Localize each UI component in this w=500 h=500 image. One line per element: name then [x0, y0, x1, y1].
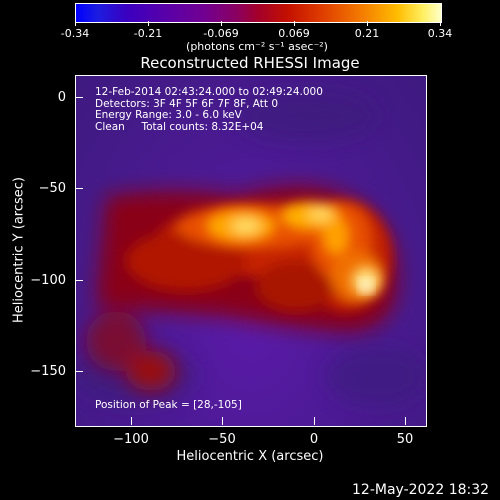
- colorbar-tick: [367, 21, 368, 26]
- time-range-text: 12-Feb-2014 02:43:24.000 to 02:49:24.000: [95, 86, 323, 98]
- colorbar-tick-label: -0.21: [133, 27, 163, 40]
- x-axis-tick: [405, 417, 406, 425]
- flare-emission-image: [76, 91, 426, 406]
- x-axis-tick: [314, 417, 315, 425]
- y-tick-label: 0: [57, 90, 66, 105]
- colorbar-tick-label: -0.069: [203, 27, 239, 40]
- colorbar: [75, 3, 442, 23]
- colorbar-tick-label: 0.069: [278, 27, 310, 40]
- peak-position-text: Position of Peak = [28,-105]: [95, 399, 242, 411]
- colorbar-units: (photons cm⁻² s⁻¹ asec⁻²): [186, 40, 328, 53]
- algorithm-counts-text: Clean Total counts: 8.32E+04: [95, 120, 264, 133]
- x-tick-label: −50: [208, 432, 236, 447]
- x-tick-label: 0: [309, 432, 319, 447]
- solar-image: [75, 75, 427, 427]
- detectors-text: Detectors: 3F 4F 5F 6F 7F 8F, Att 0: [95, 97, 279, 110]
- colorbar-tick-label: 0.21: [354, 27, 380, 40]
- x-tick-label: 50: [396, 432, 414, 447]
- y-tick-label: −50: [38, 181, 66, 196]
- y-axis-tick: [75, 280, 83, 281]
- y-tick-label: −150: [30, 364, 66, 379]
- energy-range-text: Energy Range: 3.0 - 6.0 keV: [95, 109, 242, 121]
- x-tick-label: −100: [113, 432, 149, 447]
- timestamp: 12-May-2022 18:32: [352, 482, 490, 498]
- y-axis-tick: [75, 371, 83, 372]
- y-tick-label: −100: [30, 273, 66, 288]
- y-axis-tick: [75, 188, 83, 189]
- plot-title: Reconstructed RHESSI Image: [140, 54, 360, 72]
- colorbar-tick-label: -0.34: [60, 27, 90, 40]
- y-axis-tick: [75, 97, 83, 98]
- x-axis-tick: [131, 417, 132, 425]
- x-axis-tick: [222, 417, 223, 425]
- observation-info: 12-Feb-2014 02:43:24.000 to 02:49:24.000…: [95, 86, 323, 133]
- x-axis-label: Heliocentric X (arcsec): [176, 449, 324, 464]
- colorbar-tick: [221, 21, 222, 26]
- colorbar-tick: [294, 21, 295, 26]
- colorbar-tick: [148, 21, 149, 26]
- colorbar-tick-label: 0.34: [427, 27, 453, 40]
- colorbar-tick: [440, 21, 441, 26]
- y-axis-label: Heliocentric Y (arcsec): [11, 177, 27, 323]
- colorbar-tick: [75, 21, 76, 26]
